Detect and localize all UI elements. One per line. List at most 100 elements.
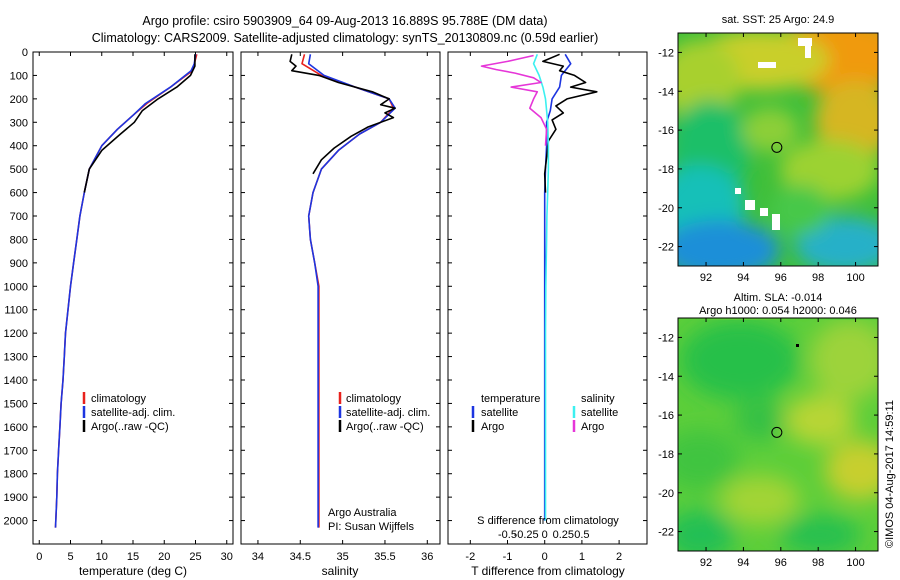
lon-tick-label: 96 bbox=[775, 557, 787, 569]
salinity-panel: 34 34.5 35 35.5 36 salinity climatology sate… bbox=[240, 51, 441, 578]
depth-tick-label: 1200 bbox=[4, 328, 28, 340]
lon-tick-label: 92 bbox=[700, 272, 712, 284]
x-tick-label: 20 bbox=[158, 551, 170, 563]
legend-t-satellite: satellite bbox=[481, 407, 518, 419]
lon-tick-label: 92 bbox=[700, 557, 712, 569]
temperature-panel: 0100200300400500600700800900100011001200… bbox=[4, 47, 234, 578]
depth-tick-label: 0 bbox=[22, 47, 28, 59]
temperature-axis-label: temperature (deg C) bbox=[79, 564, 187, 578]
lat-tick-label: -14 bbox=[658, 86, 674, 98]
depth-tick-label: 600 bbox=[10, 188, 28, 200]
x-tick-label: 5 bbox=[67, 551, 73, 563]
s-tick-label: 0 bbox=[542, 529, 548, 541]
lon-tick-label: 98 bbox=[812, 557, 824, 569]
legend-climatology: climatology bbox=[346, 393, 402, 405]
x-tick-label: -2 bbox=[465, 551, 475, 563]
s-tick-label: 0.5 bbox=[574, 529, 589, 541]
x-tick-label: 10 bbox=[96, 551, 108, 563]
x-tick-label: 1 bbox=[579, 551, 585, 563]
depth-tick-label: 2000 bbox=[4, 516, 28, 528]
series-line-argo bbox=[480, 54, 548, 146]
legend-salinity-title: salinity bbox=[581, 393, 615, 405]
lat-tick-label: -18 bbox=[658, 449, 674, 461]
x-tick-label: 25 bbox=[189, 551, 201, 563]
depth-tick-label: 1100 bbox=[4, 305, 28, 317]
difference-panel: -2 -1 0 1 2 T difference from climatology S … bbox=[447, 51, 648, 578]
lon-tick-label: 96 bbox=[775, 272, 787, 284]
depth-tick-label: 700 bbox=[10, 211, 28, 223]
x-tick-label: 15 bbox=[127, 551, 139, 563]
x-tick-label: 34.5 bbox=[290, 551, 311, 563]
depth-tick-label: 1000 bbox=[4, 281, 28, 293]
series-line-satellite-adj-clim bbox=[54, 54, 197, 528]
depth-tick-label: 1700 bbox=[4, 445, 28, 457]
series-line-climatology bbox=[54, 54, 198, 528]
sst-map: sat. SST: 25 Argo: 24.9 92 94 96 98 100 -12 -1… bbox=[658, 14, 879, 284]
depth-tick-label: 400 bbox=[10, 141, 28, 153]
argo-position-marker bbox=[771, 141, 783, 153]
x-tick-label: 0 bbox=[542, 551, 548, 563]
depth-tick-label: 500 bbox=[10, 164, 28, 176]
lat-tick-label: -20 bbox=[658, 203, 674, 215]
temperature-legend: climatology satellite-adj. clim. Argo(..… bbox=[82, 392, 175, 433]
lat-tick-label: -12 bbox=[658, 332, 674, 344]
x-tick-label: 35.5 bbox=[374, 551, 395, 563]
depth-tick-label: 200 bbox=[10, 94, 28, 106]
lat-tick-label: -16 bbox=[658, 410, 674, 422]
series-line-argo-raw-qc bbox=[83, 54, 196, 193]
legend-satellite-adj: satellite-adj. clim. bbox=[346, 407, 430, 419]
depth-tick-label: 1900 bbox=[4, 492, 28, 504]
series-line-argo bbox=[542, 53, 598, 193]
x-tick-label: 0 bbox=[36, 551, 42, 563]
argo-position-marker bbox=[771, 426, 783, 438]
legend-t-argo: Argo bbox=[481, 421, 504, 433]
series-line-climatology bbox=[301, 54, 395, 528]
imos-stamp: ©IMOS 04-Aug-2017 14:59:11 bbox=[884, 400, 896, 548]
lat-tick-label: -22 bbox=[658, 242, 674, 254]
legend-argo: Argo(..raw -QC) bbox=[346, 421, 424, 433]
temperature-plot-frame bbox=[32, 51, 234, 545]
difference-legend: temperature salinity satellite Argo sate… bbox=[471, 393, 618, 433]
sst-map-title: sat. SST: 25 Argo: 24.9 bbox=[722, 14, 835, 26]
depth-tick-label: 1500 bbox=[4, 398, 28, 410]
x-tick-label: 36 bbox=[421, 551, 433, 563]
s-tick-label: 0.25 bbox=[553, 529, 574, 541]
sla-map: Altim. SLA: -0.014 Argo h1000: 0.054 h20… bbox=[658, 292, 879, 569]
sla-map-title-line2: Argo h1000: 0.054 h2000: 0.046 bbox=[699, 305, 857, 317]
x-tick-label: -1 bbox=[503, 551, 513, 563]
salinity-axis-label: salinity bbox=[322, 564, 359, 578]
sla-map-title-line1: Altim. SLA: -0.014 bbox=[734, 292, 823, 304]
legend-argo: Argo(..raw -QC) bbox=[91, 421, 169, 433]
s-difference-axis-label: S difference from climatology bbox=[477, 515, 619, 527]
lon-tick-label: 100 bbox=[846, 272, 864, 284]
difference-plot-frame bbox=[447, 51, 648, 545]
legend-climatology: climatology bbox=[91, 393, 147, 405]
annotation-pi-name: PI: Susan Wijffels bbox=[328, 521, 414, 533]
series-line-argo-raw-qc bbox=[289, 54, 396, 175]
sla-map-frame bbox=[677, 317, 879, 552]
lon-tick-label: 94 bbox=[737, 272, 749, 284]
x-tick-label: 30 bbox=[221, 551, 233, 563]
annotation-argo-australia: Argo Australia bbox=[328, 507, 397, 519]
legend-s-argo: Argo bbox=[581, 421, 604, 433]
depth-tick-label: 1300 bbox=[4, 352, 28, 364]
series-line-satellite-adj-clim bbox=[307, 54, 396, 528]
lat-tick-label: -20 bbox=[658, 488, 674, 500]
figure-title-line1: Argo profile: csiro 5903909_64 09-Aug-20… bbox=[142, 14, 547, 28]
depth-tick-label: 900 bbox=[10, 258, 28, 270]
depth-tick-label: 1800 bbox=[4, 469, 28, 481]
sst-map-frame bbox=[677, 32, 879, 267]
x-tick-label: 34 bbox=[252, 551, 264, 563]
depth-tick-label: 100 bbox=[10, 70, 28, 82]
salinity-legend: climatology satellite-adj. clim. Argo(..… bbox=[338, 392, 430, 433]
lat-tick-label: -18 bbox=[658, 164, 674, 176]
x-tick-label: 2 bbox=[616, 551, 622, 563]
lon-tick-label: 98 bbox=[812, 272, 824, 284]
depth-tick-label: 800 bbox=[10, 234, 28, 246]
lat-tick-label: -12 bbox=[658, 47, 674, 59]
lat-tick-label: -16 bbox=[658, 125, 674, 137]
t-difference-axis-label: T difference from climatology bbox=[471, 564, 625, 578]
s-tick-label: -0.25 bbox=[514, 529, 539, 541]
x-tick-label: 35 bbox=[336, 551, 348, 563]
